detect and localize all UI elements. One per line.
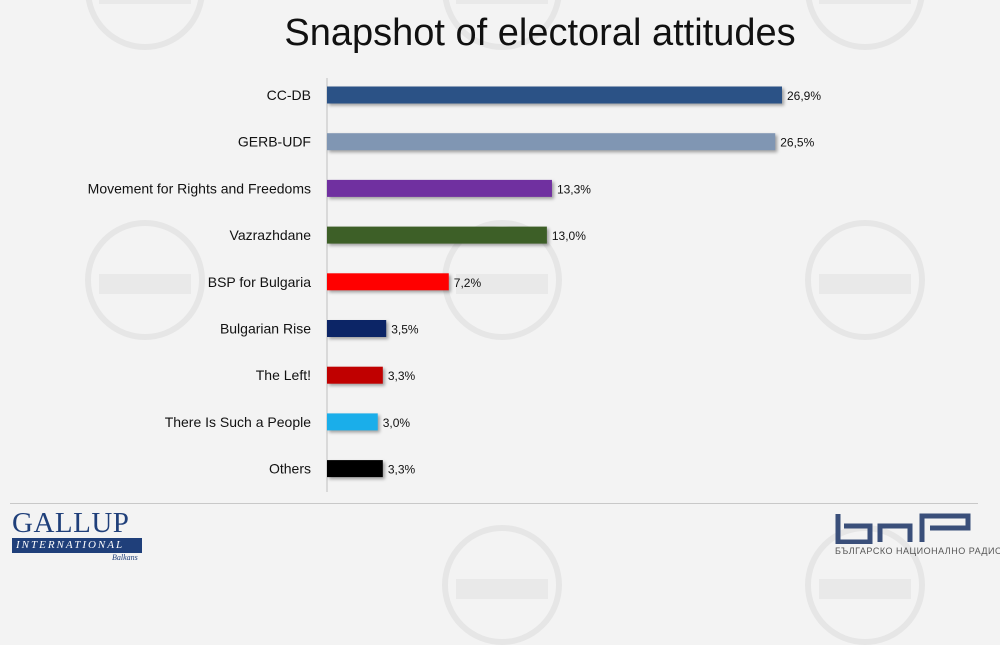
bnr-logo: БЪЛГАРСКО НАЦИОНАЛНО РАДИО <box>830 508 1000 564</box>
bnr-logo-subtitle: БЪЛГАРСКО НАЦИОНАЛНО РАДИО <box>835 546 1000 556</box>
bar <box>327 226 547 244</box>
bar <box>327 320 387 337</box>
watermark-mid-left <box>85 220 205 340</box>
watermark-mid-right <box>805 220 925 340</box>
gallup-logo-sub: Balkans <box>112 553 138 562</box>
chart-title: Snapshot of electoral attitudes <box>284 12 796 54</box>
category-label: GERB-UDF <box>238 134 311 150</box>
category-label: CC-DB <box>267 87 311 103</box>
category-label: The Left! <box>256 367 311 383</box>
value-label: 26,9% <box>787 89 821 103</box>
category-label: Bulgarian Rise <box>220 321 311 337</box>
value-label: 3,3% <box>388 463 416 477</box>
bar <box>327 179 552 197</box>
category-label: Vazrazhdane <box>230 227 312 243</box>
bnr-logo-mark <box>835 513 971 545</box>
value-label: 3,0% <box>383 416 411 430</box>
footer-divider <box>10 503 978 504</box>
bar-chart: CC-DB 26,9% GERB-UDF 26,5% Movement for Righ… <box>88 78 821 492</box>
value-label: 3,3% <box>388 369 416 383</box>
value-label: 7,2% <box>454 276 482 290</box>
category-label: Others <box>269 461 311 477</box>
value-label: 13,0% <box>552 229 586 243</box>
value-label: 13,3% <box>557 182 591 196</box>
watermark-bottom-center <box>442 525 562 645</box>
bar <box>327 460 383 478</box>
bar <box>327 273 449 291</box>
category-label: There Is Such a People <box>165 414 312 430</box>
gallup-logo-band: INTERNATIONAL <box>12 538 142 553</box>
bar <box>327 413 378 431</box>
category-label: Movement for Rights and Freedoms <box>88 180 311 196</box>
value-label: 26,5% <box>780 136 814 150</box>
bar <box>327 133 776 151</box>
value-label: 3,5% <box>391 323 419 337</box>
gallup-logo-main: GALLUP <box>12 507 130 539</box>
category-label: BSP for Bulgaria <box>208 274 311 290</box>
gallup-international-logo: GALLUP INTERNATIONAL Balkans <box>12 508 152 564</box>
bar <box>327 366 383 384</box>
bar <box>327 86 782 104</box>
